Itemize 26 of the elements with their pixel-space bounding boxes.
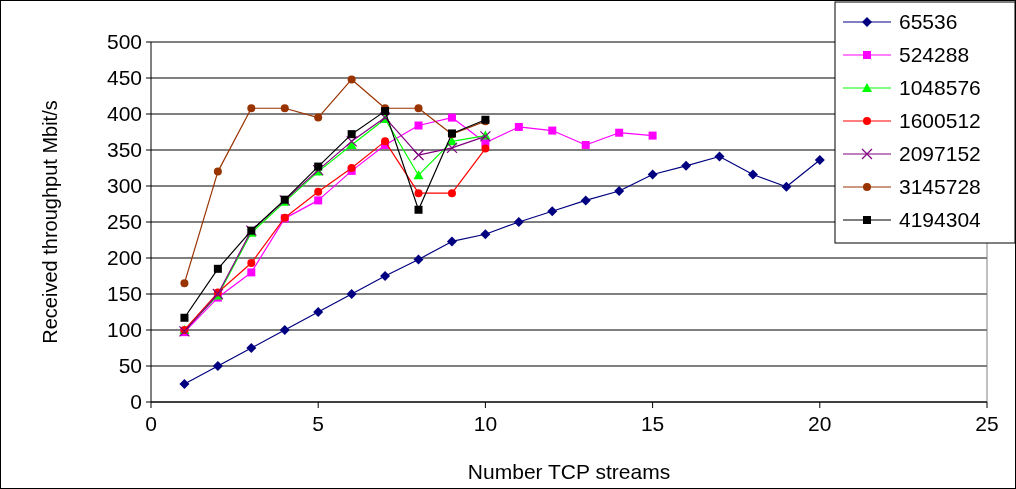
y-tick-label: 100 <box>106 318 142 342</box>
y-tick-label: 50 <box>118 354 142 378</box>
x-tick-label: 10 <box>473 412 498 435</box>
x-tick-label: 5 <box>312 412 325 435</box>
y-tick-label: 200 <box>106 246 142 270</box>
y-tick-label: 150 <box>106 282 142 306</box>
y-tick-label: 250 <box>106 210 142 234</box>
y-tick-label: 350 <box>106 138 142 162</box>
y-tick-label: 0 <box>130 390 142 414</box>
legend-label: 1048576 <box>899 76 981 100</box>
legend-label: 2097152 <box>899 142 981 166</box>
x-tick-label: 0 <box>145 412 157 435</box>
legend-label: 65536 <box>899 10 958 34</box>
y-tick-label: 450 <box>106 66 142 90</box>
x-tick-label: 15 <box>640 412 665 435</box>
y-tick-label: 300 <box>106 174 142 198</box>
y-tick-label: 400 <box>106 102 142 126</box>
legend-label: 524288 <box>899 43 970 67</box>
legend-label: 3145728 <box>899 175 981 199</box>
y-axis-title: Received throughput Mbit/s <box>39 100 61 344</box>
legend-label: 4194304 <box>899 208 982 232</box>
x-tick-label: 25 <box>975 412 999 435</box>
x-axis-title: Number TCP streams <box>467 460 671 483</box>
y-tick-label: 500 <box>106 30 142 54</box>
x-tick-label: 20 <box>808 412 832 435</box>
legend-label: 1600512 <box>899 109 981 133</box>
